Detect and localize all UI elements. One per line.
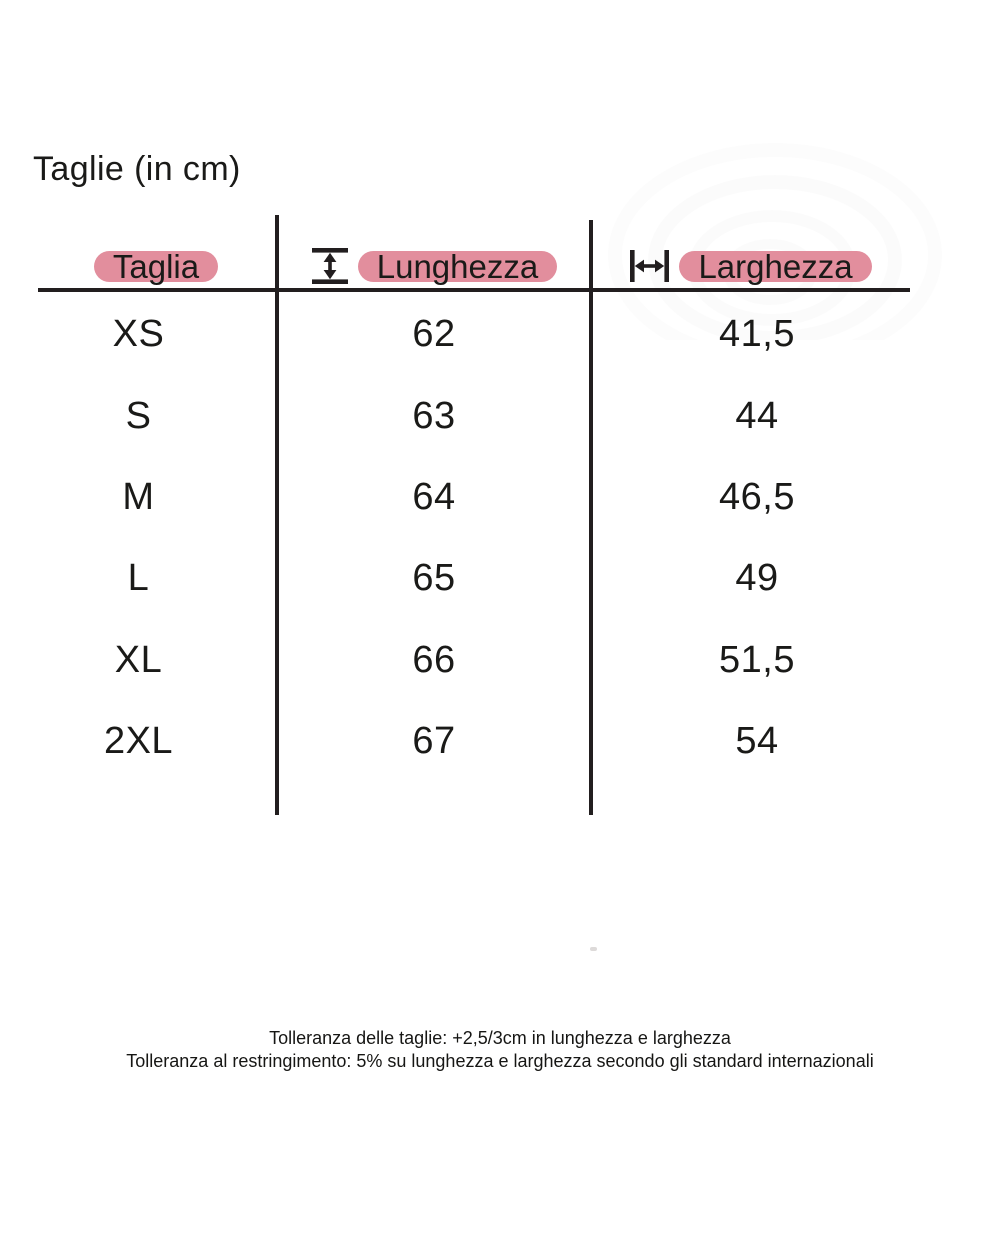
length-cell: 63 (412, 394, 456, 437)
tolerance-note-shrinkage: Tolleranza al restringimento: 5% su lung… (126, 1051, 874, 1071)
column-header-taglia: Taglia (35, 245, 277, 287)
header-underline (38, 288, 910, 292)
length-cell: 62 (412, 313, 456, 356)
size-cell: XS (112, 313, 165, 356)
length-cell: 66 (412, 638, 456, 681)
table-header-row: Taglia Lunghezza (0, 245, 1000, 287)
size-cell: M (122, 475, 155, 518)
larghezza-header-label: Larghezza (698, 247, 853, 285)
column-header-lunghezza: Lunghezza (277, 245, 591, 287)
scan-speck-artifact (590, 947, 597, 951)
size-cell: S (125, 394, 152, 437)
page-title: Taglie (in cm) (33, 150, 241, 188)
length-cell: 67 (412, 720, 456, 763)
column-divider-2 (589, 220, 593, 815)
lunghezza-header-label: Lunghezza (376, 247, 539, 285)
table-row-l: L 65 49 (0, 538, 910, 619)
size-cell: 2XL (103, 720, 174, 763)
size-cell: L (127, 557, 150, 600)
table-row-xs: XS 62 41,5 (0, 294, 910, 375)
horizontal-measure-arrow-icon (629, 249, 670, 283)
width-cell: 46,5 (719, 475, 795, 518)
column-divider-1 (275, 215, 279, 815)
table-row-xl: XL 66 51,5 (0, 620, 910, 701)
size-cell: XL (114, 638, 163, 681)
column-header-larghezza: Larghezza (591, 245, 910, 287)
width-cell: 44 (735, 394, 779, 437)
width-cell: 41,5 (719, 313, 795, 356)
taglia-header-label: Taglia (112, 247, 200, 285)
length-cell: 64 (412, 475, 456, 518)
width-cell: 54 (735, 720, 779, 763)
table-row-m: M 64 46,5 (0, 457, 910, 538)
lunghezza-header-highlight: Lunghezza (357, 247, 558, 285)
table-row-2xl: 2XL 67 54 (0, 701, 910, 782)
tolerance-note-sizes: Tolleranza delle taglie: +2,5/3cm in lun… (269, 1028, 731, 1048)
size-table-body: XS 62 41,5 S 63 44 M 64 46,5 L 65 49 XL … (0, 294, 910, 782)
length-cell: 65 (412, 557, 456, 600)
footnotes: Tolleranza delle taglie: +2,5/3cm in lun… (0, 1027, 1000, 1073)
table-row-s: S 63 44 (0, 375, 910, 456)
width-cell: 51,5 (719, 638, 795, 681)
taglia-header-highlight: Taglia (93, 247, 219, 285)
vertical-measure-arrow-icon (311, 247, 349, 285)
larghezza-header-highlight: Larghezza (679, 247, 872, 285)
width-cell: 49 (735, 557, 779, 600)
